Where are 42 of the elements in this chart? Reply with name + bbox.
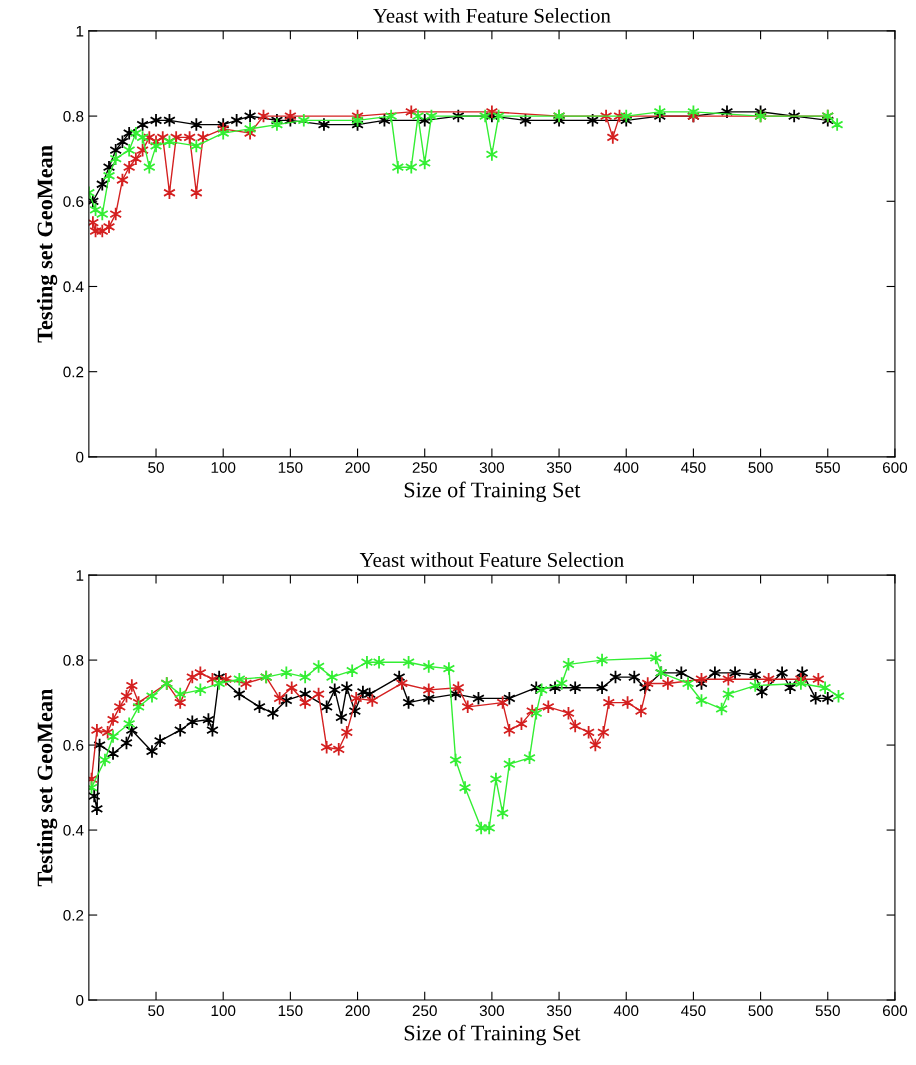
x-tick-label: 500 bbox=[748, 1005, 773, 1017]
x-axis-title: Size of Training Set bbox=[404, 1024, 581, 1046]
x-tick-label: 150 bbox=[278, 1005, 303, 1017]
y-tick-label: 0 bbox=[76, 451, 84, 463]
x-tick-label: 250 bbox=[412, 1005, 437, 1017]
y-tick-label: 0.8 bbox=[63, 110, 84, 122]
x-tick-label: 200 bbox=[345, 462, 370, 473]
x-tick-label: 50 bbox=[148, 462, 164, 473]
y-tick-label: 0.2 bbox=[63, 366, 84, 378]
x-tick-label: 550 bbox=[815, 1005, 840, 1017]
y-tick-label: 1 bbox=[76, 570, 84, 581]
x-tick-label: 500 bbox=[748, 462, 773, 473]
y-tick-label: 0.2 bbox=[63, 909, 84, 921]
y-tick-label: 0.4 bbox=[63, 824, 84, 836]
y-tick-label: 0.6 bbox=[63, 196, 84, 207]
x-tick-label: 100 bbox=[211, 1005, 236, 1017]
x-tick-label: 400 bbox=[613, 1005, 639, 1017]
y-tick-label: 0.4 bbox=[63, 281, 84, 293]
x-tick-label: 450 bbox=[681, 462, 706, 473]
y-axis-title: Testing set GeoMean bbox=[36, 688, 58, 887]
x-tick-label: 350 bbox=[546, 1005, 572, 1017]
y-tick-label: 0 bbox=[76, 994, 84, 1006]
x-tick-label: 550 bbox=[815, 462, 840, 473]
y-tick-label: 0.6 bbox=[63, 739, 84, 751]
x-tick-label: 50 bbox=[148, 1005, 164, 1017]
chart-title: Yeast without Feature Selection bbox=[359, 552, 624, 567]
x-tick-label: 200 bbox=[345, 1005, 370, 1017]
chart-title: Yeast with Feature Selection bbox=[373, 8, 611, 23]
y-axis-title: Testing set GeoMean bbox=[36, 145, 58, 343]
x-tick-label: 600 bbox=[882, 462, 908, 473]
x-tick-label: 600 bbox=[882, 1005, 908, 1017]
y-tick-label: 0.8 bbox=[63, 654, 84, 666]
x-tick-label: 450 bbox=[681, 1005, 706, 1017]
x-tick-label: 250 bbox=[412, 462, 437, 473]
x-axis-title: Size of Training Set bbox=[404, 481, 581, 502]
y-tick-label: 1 bbox=[76, 25, 84, 37]
x-tick-label: 100 bbox=[211, 462, 236, 473]
x-tick-label: 350 bbox=[546, 462, 572, 473]
x-tick-label: 400 bbox=[613, 462, 639, 473]
x-tick-label: 300 bbox=[479, 1005, 505, 1017]
x-tick-label: 150 bbox=[278, 462, 303, 473]
x-tick-label: 300 bbox=[479, 462, 505, 473]
